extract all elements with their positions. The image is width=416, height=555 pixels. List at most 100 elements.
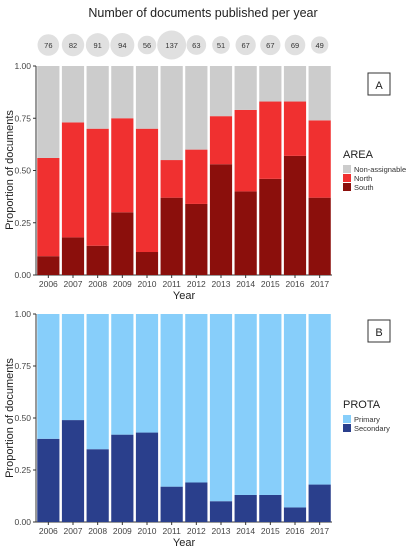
legend-swatch-primary [343,415,351,423]
bubble-2007 [61,33,85,57]
bar-non-assignable-2008 [86,66,109,129]
bar-primary-2015 [259,314,282,495]
bar-secondary-2012 [185,482,208,522]
bar-secondary-2015 [259,494,282,522]
bubble-count-label: 82 [69,41,77,50]
bar-non-assignable-2013 [209,66,233,117]
bubble-count-label: 67 [266,41,274,50]
bubble-count-label: 49 [315,41,323,50]
bubble-2017 [310,36,329,54]
panel-label-box [367,72,391,96]
x-tick-label: 2008 [88,279,107,289]
bar-south-2014 [234,191,257,275]
bar-primary-2006 [37,314,60,439]
bar-non-assignable-2016 [283,66,307,102]
bar-north-2009 [111,118,134,213]
bar-north-2017 [308,120,331,198]
bar-north-2015 [259,101,282,179]
bar-secondary-2010 [135,432,159,522]
page-title: Number of documents published per year [88,6,317,20]
bar-secondary-2006 [37,438,60,522]
y-tick-label: 1.00 [14,309,31,319]
x-tick-label: 2014 [236,279,255,289]
bubble-2015 [260,34,281,56]
bar-primary-2010 [135,314,159,433]
bubble-2011 [157,30,187,60]
legend-swatch-non-assignable [343,165,351,173]
bar-non-assignable-2014 [234,66,257,110]
bar-north-2014 [234,109,257,192]
panel-label: B [375,327,382,339]
y-axis-title: Proportion of documents [4,358,16,478]
x-tick-label: 2009 [113,526,132,536]
bar-south-2017 [308,197,331,275]
y-tick-label: 0.25 [14,465,31,475]
legend-title: PROTA [343,399,381,411]
bar-north-2010 [135,128,159,253]
bubble-count-label: 76 [44,41,52,50]
x-tick-label: 2013 [212,279,231,289]
bar-secondary-2011 [160,486,183,522]
x-tick-label: 2009 [113,279,132,289]
bar-south-2016 [283,155,307,275]
bar-north-2013 [209,116,233,165]
bubble-count-label: 94 [118,41,126,50]
legend-swatch-south [343,183,351,191]
x-axis-title: Year [173,537,196,549]
bar-non-assignable-2007 [61,66,85,123]
bar-primary-2011 [160,314,183,487]
bubble-2016 [284,34,306,56]
bar-south-2009 [111,212,134,275]
legend-label: Primary [354,415,380,424]
bubble-2014 [235,34,256,56]
bubble-count-label: 67 [241,41,249,50]
bubble-2012 [186,35,207,55]
legend-label: Secondary [354,424,390,433]
bar-south-2013 [209,164,233,275]
y-tick-label: 1.00 [14,61,31,71]
bar-non-assignable-2009 [111,66,134,119]
bar-south-2012 [185,203,208,275]
x-tick-label: 2010 [138,526,157,536]
bar-primary-2009 [111,314,134,435]
bar-secondary-2007 [61,420,85,522]
bar-south-2010 [135,252,159,275]
bar-secondary-2008 [86,449,109,522]
bar-south-2006 [37,256,60,275]
panel-a: 0.00 0.25 0.50 0.75 1.00 2006 2007 2008 2009 2010… [4,61,406,302]
y-tick-label: 0.00 [14,517,31,527]
bar-non-assignable-2010 [135,66,159,129]
bar-non-assignable-2017 [308,66,331,121]
y-tick-label: 0.75 [14,361,31,371]
x-tick-label: 2006 [39,279,58,289]
x-tick-label: 2011 [163,526,182,536]
y-tick-label: 0.50 [14,166,31,176]
x-tick-label: 2014 [236,526,255,536]
bar-secondary-2014 [234,494,257,522]
bubble-2009 [110,32,135,58]
bubble-2010 [137,35,157,55]
y-tick-label: 0.25 [14,218,31,228]
x-tick-label: 2008 [88,526,107,536]
bubble-2006 [37,34,60,56]
bar-non-assignable-2011 [160,66,183,161]
x-tick-label: 2012 [187,279,206,289]
x-tick-label: 2017 [310,526,329,536]
legend-swatch-secondary [343,424,351,432]
document-count-bubbles: 76 82 91 94 56 137 63 51 67 67 69 49 [37,30,329,60]
y-tick-label: 0.75 [14,113,31,123]
legend-swatch-north [343,174,351,182]
y-tick-label: 0.50 [14,413,31,423]
bubble-2013 [212,36,230,54]
x-tick-label: 2007 [64,526,83,536]
bar-primary-2008 [86,314,109,450]
panel-b: 0.00 0.25 0.50 0.75 1.00 2006 2007 2008 2009 2010… [4,309,391,549]
bar-secondary-2013 [209,501,233,522]
bar-south-2015 [259,178,282,275]
bubble-2008 [85,33,110,57]
bubble-count-label: 91 [93,41,101,50]
bar-non-assignable-2006 [37,66,60,158]
bar-north-2012 [185,149,208,204]
